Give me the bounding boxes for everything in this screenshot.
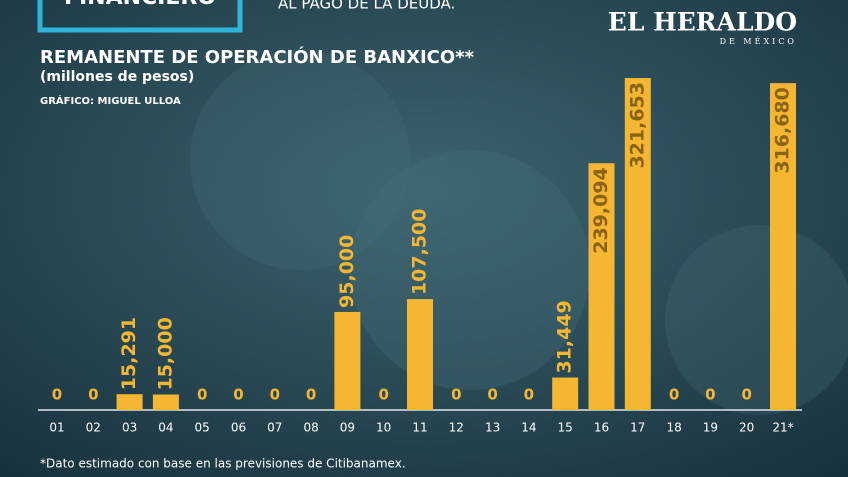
bar xyxy=(588,163,615,410)
x-tick-label: 05 xyxy=(195,421,210,435)
value-label: 316,680 xyxy=(772,87,794,174)
bar xyxy=(624,78,651,410)
value-label: 0 xyxy=(233,386,243,404)
value-label: 0 xyxy=(88,386,98,404)
x-tick-label: 15 xyxy=(558,421,573,435)
bar xyxy=(152,394,179,410)
bar xyxy=(770,83,796,411)
coin-decoration xyxy=(190,50,410,270)
logo: EL HERALDO xyxy=(608,8,797,37)
value-label: 321,653 xyxy=(626,82,648,169)
x-tick-label: 16 xyxy=(594,421,609,435)
x-tick-label: 03 xyxy=(122,421,137,435)
value-label: 95,000 xyxy=(336,235,358,308)
value-label: 15,000 xyxy=(154,317,176,390)
bar xyxy=(552,377,579,410)
bar xyxy=(116,394,143,410)
x-tick-label: 12 xyxy=(449,421,464,435)
value-label: 0 xyxy=(306,386,316,404)
bar xyxy=(407,299,433,410)
value-label: 31,449 xyxy=(554,300,576,373)
value-label: 0 xyxy=(705,386,715,404)
headline: AL PAGO DE LA DEUDA. xyxy=(278,0,455,13)
value-label: 0 xyxy=(52,386,62,404)
section-label: FINANCIERO xyxy=(64,0,216,10)
x-tick-label: 06 xyxy=(231,421,246,435)
section-box xyxy=(37,0,243,33)
value-label: 0 xyxy=(669,386,679,404)
x-tick-label: 14 xyxy=(521,421,536,435)
value-label: 107,500 xyxy=(409,208,431,295)
x-tick-label: 04 xyxy=(158,421,173,435)
value-label: 0 xyxy=(197,386,207,404)
chart-subtitle: (millones de pesos) xyxy=(40,69,194,85)
x-tick-label: 17 xyxy=(630,421,645,435)
logo-sub: DE MÉXICO xyxy=(720,37,797,46)
x-tick-label: 07 xyxy=(267,421,282,435)
bar xyxy=(334,311,361,410)
value-label: 0 xyxy=(378,386,388,404)
x-tick-label: 11 xyxy=(412,421,427,435)
x-tick-label: 02 xyxy=(86,421,101,435)
x-tick-label: 01 xyxy=(49,421,64,435)
value-label: 239,094 xyxy=(590,167,612,254)
value-label: 0 xyxy=(487,386,497,404)
x-tick-label: 20 xyxy=(739,421,754,435)
x-tick-label: 09 xyxy=(340,421,355,435)
footnote: *Dato estimado con base en las prevision… xyxy=(40,457,406,471)
x-tick-label: 21* xyxy=(772,421,793,435)
x-tick-label: 08 xyxy=(303,421,318,435)
value-label: 0 xyxy=(270,386,280,404)
x-tick-label: 18 xyxy=(666,421,681,435)
coin-decoration xyxy=(665,225,848,415)
value-label: 0 xyxy=(524,386,534,404)
value-label: 0 xyxy=(741,386,751,404)
x-tick-label: 19 xyxy=(703,421,718,435)
value-label: 0 xyxy=(451,386,461,404)
chart-title: REMANENTE DE OPERACIÓN DE BANXICO** xyxy=(40,46,475,68)
value-label: 15,291 xyxy=(118,317,140,390)
x-tick-label: 10 xyxy=(376,421,391,435)
credit: GRÁFICO: MIGUEL ULLOA xyxy=(40,94,181,107)
x-tick-label: 13 xyxy=(485,421,500,435)
